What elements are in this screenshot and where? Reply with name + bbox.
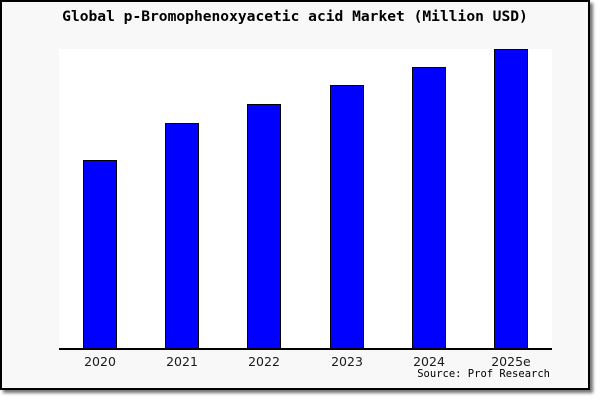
x-tick-label-2020: 2020	[84, 354, 116, 369]
bar-2024	[412, 67, 446, 348]
chart-page: Global p-Bromophenoxyacetic acid Market …	[0, 0, 590, 390]
bar-2023	[330, 85, 364, 348]
bar-2022	[247, 104, 281, 348]
x-tick-label-2022: 2022	[248, 354, 280, 369]
bar-2020	[83, 160, 117, 348]
x-tick-label-2021: 2021	[166, 354, 198, 369]
chart-title: Global p-Bromophenoxyacetic acid Market …	[62, 8, 528, 25]
plot-area	[59, 49, 552, 350]
bar-2025e	[494, 49, 528, 348]
x-tick-label-2023: 2023	[331, 354, 363, 369]
source-credit: Source: Prof Research	[417, 368, 550, 380]
bar-2021	[165, 123, 199, 348]
